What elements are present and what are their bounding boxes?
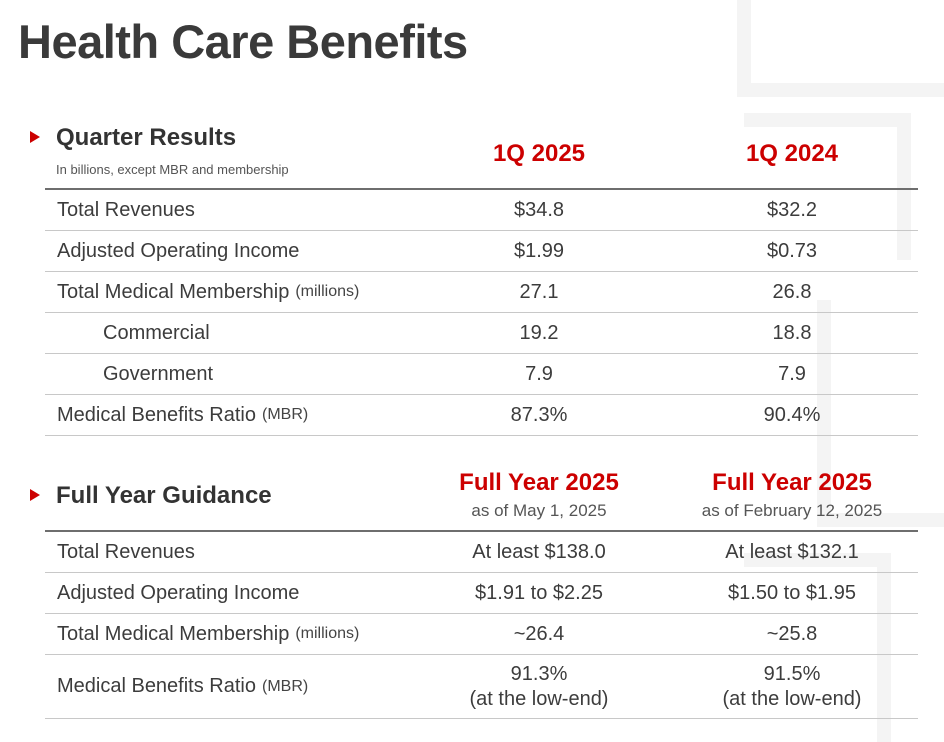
quarter-results-section: Quarter Results In billions, except MBR … — [0, 120, 944, 436]
quarter-results-table: Total Revenues $34.8 $32.2 Adjusted Oper… — [45, 188, 918, 436]
page-title: Health Care Benefits — [18, 15, 468, 68]
table-row: Total Medical Membership (millions) 27.1 … — [45, 272, 918, 313]
row-label: Medical Benefits Ratio (MBR) — [57, 675, 309, 697]
column-header-current-guidance: Full Year 2025 — [459, 469, 619, 496]
value-current: 7.9 — [525, 362, 553, 385]
row-unit: (millions) — [295, 625, 360, 642]
row-label: Total Revenues — [57, 540, 195, 563]
value-prior: ~25.8 — [766, 622, 818, 645]
value-prior: 26.8 — [772, 280, 812, 303]
table-row: Adjusted Operating Income $1.99 $0.73 — [45, 231, 918, 272]
table-row: Medical Benefits Ratio (MBR) 91.3% (at th… — [45, 655, 918, 719]
value-prior: 7.9 — [778, 362, 806, 385]
value-note: (at the low-end) — [469, 687, 609, 710]
value-note: (at the low-end) — [722, 687, 862, 710]
value-current: $1.99 — [513, 239, 565, 262]
value-main: 91.3% — [510, 662, 568, 685]
guidance-header: Full Year Guidance Full Year 2025 as of … — [0, 466, 944, 530]
table-row: Commercial 19.2 18.8 — [45, 313, 918, 354]
row-label: Government — [103, 362, 214, 385]
guidance-table: Total Revenues At least $138.0 At least … — [45, 530, 918, 719]
value-current: 87.3% — [510, 403, 568, 426]
section-title: Quarter Results — [56, 124, 237, 151]
value-prior: 91.5% (at the low-end) — [672, 655, 912, 718]
row-label: Medical Benefits Ratio (MBR) — [57, 403, 309, 426]
value-main: 91.5% — [763, 662, 821, 685]
row-label: Adjusted Operating Income — [57, 581, 300, 604]
triangle-bullet-icon — [30, 489, 40, 501]
value-current: $1.91 to $2.25 — [475, 581, 603, 604]
row-label: Commercial — [103, 321, 210, 344]
quarter-results-header: Quarter Results In billions, except MBR … — [0, 120, 944, 188]
value-current: 91.3% (at the low-end) — [419, 655, 659, 718]
row-unit: (millions) — [295, 283, 360, 300]
table-row: Total Medical Membership (millions) ~26.4… — [45, 614, 918, 655]
row-unit: (MBR) — [261, 677, 309, 695]
table-row: Total Revenues At least $138.0 At least … — [45, 532, 918, 573]
value-prior: At least $132.1 — [725, 540, 859, 563]
value-current: 19.2 — [519, 321, 559, 344]
table-row: Total Revenues $34.8 $32.2 — [45, 190, 918, 231]
column-subheader-prior-guidance: as of February 12, 2025 — [701, 501, 883, 520]
value-prior: $0.73 — [766, 239, 818, 262]
table-row: Adjusted Operating Income $1.91 to $2.25… — [45, 573, 918, 614]
row-label: Adjusted Operating Income — [57, 239, 300, 262]
table-row: Medical Benefits Ratio (MBR) 87.3% 90.4% — [45, 395, 918, 436]
table-row: Government 7.9 7.9 — [45, 354, 918, 395]
row-label: Total Medical Membership (millions) — [57, 622, 360, 645]
value-current: At least $138.0 — [472, 540, 606, 563]
value-current: $34.8 — [513, 198, 565, 221]
value-prior: $1.50 to $1.95 — [728, 581, 856, 604]
column-header-1q-2024: 1Q 2024 — [745, 140, 839, 167]
full-year-guidance-section: Full Year Guidance Full Year 2025 as of … — [0, 466, 944, 719]
column-subheader-current-guidance: as of May 1, 2025 — [471, 501, 607, 520]
section-subtitle: In billions, except MBR and membership — [56, 162, 289, 177]
triangle-bullet-icon — [30, 131, 40, 143]
value-current: 27.1 — [519, 280, 559, 303]
value-prior: 18.8 — [772, 321, 812, 344]
row-unit: (MBR) — [261, 406, 309, 423]
row-label: Total Revenues — [57, 198, 195, 221]
value-prior: $32.2 — [766, 198, 818, 221]
value-prior: 90.4% — [763, 403, 821, 426]
row-label: Total Medical Membership (millions) — [57, 280, 360, 303]
value-current: ~26.4 — [513, 622, 565, 645]
column-header-prior-guidance: Full Year 2025 — [712, 469, 872, 496]
column-header-1q-2025: 1Q 2025 — [492, 140, 586, 167]
section-title: Full Year Guidance — [56, 482, 272, 509]
